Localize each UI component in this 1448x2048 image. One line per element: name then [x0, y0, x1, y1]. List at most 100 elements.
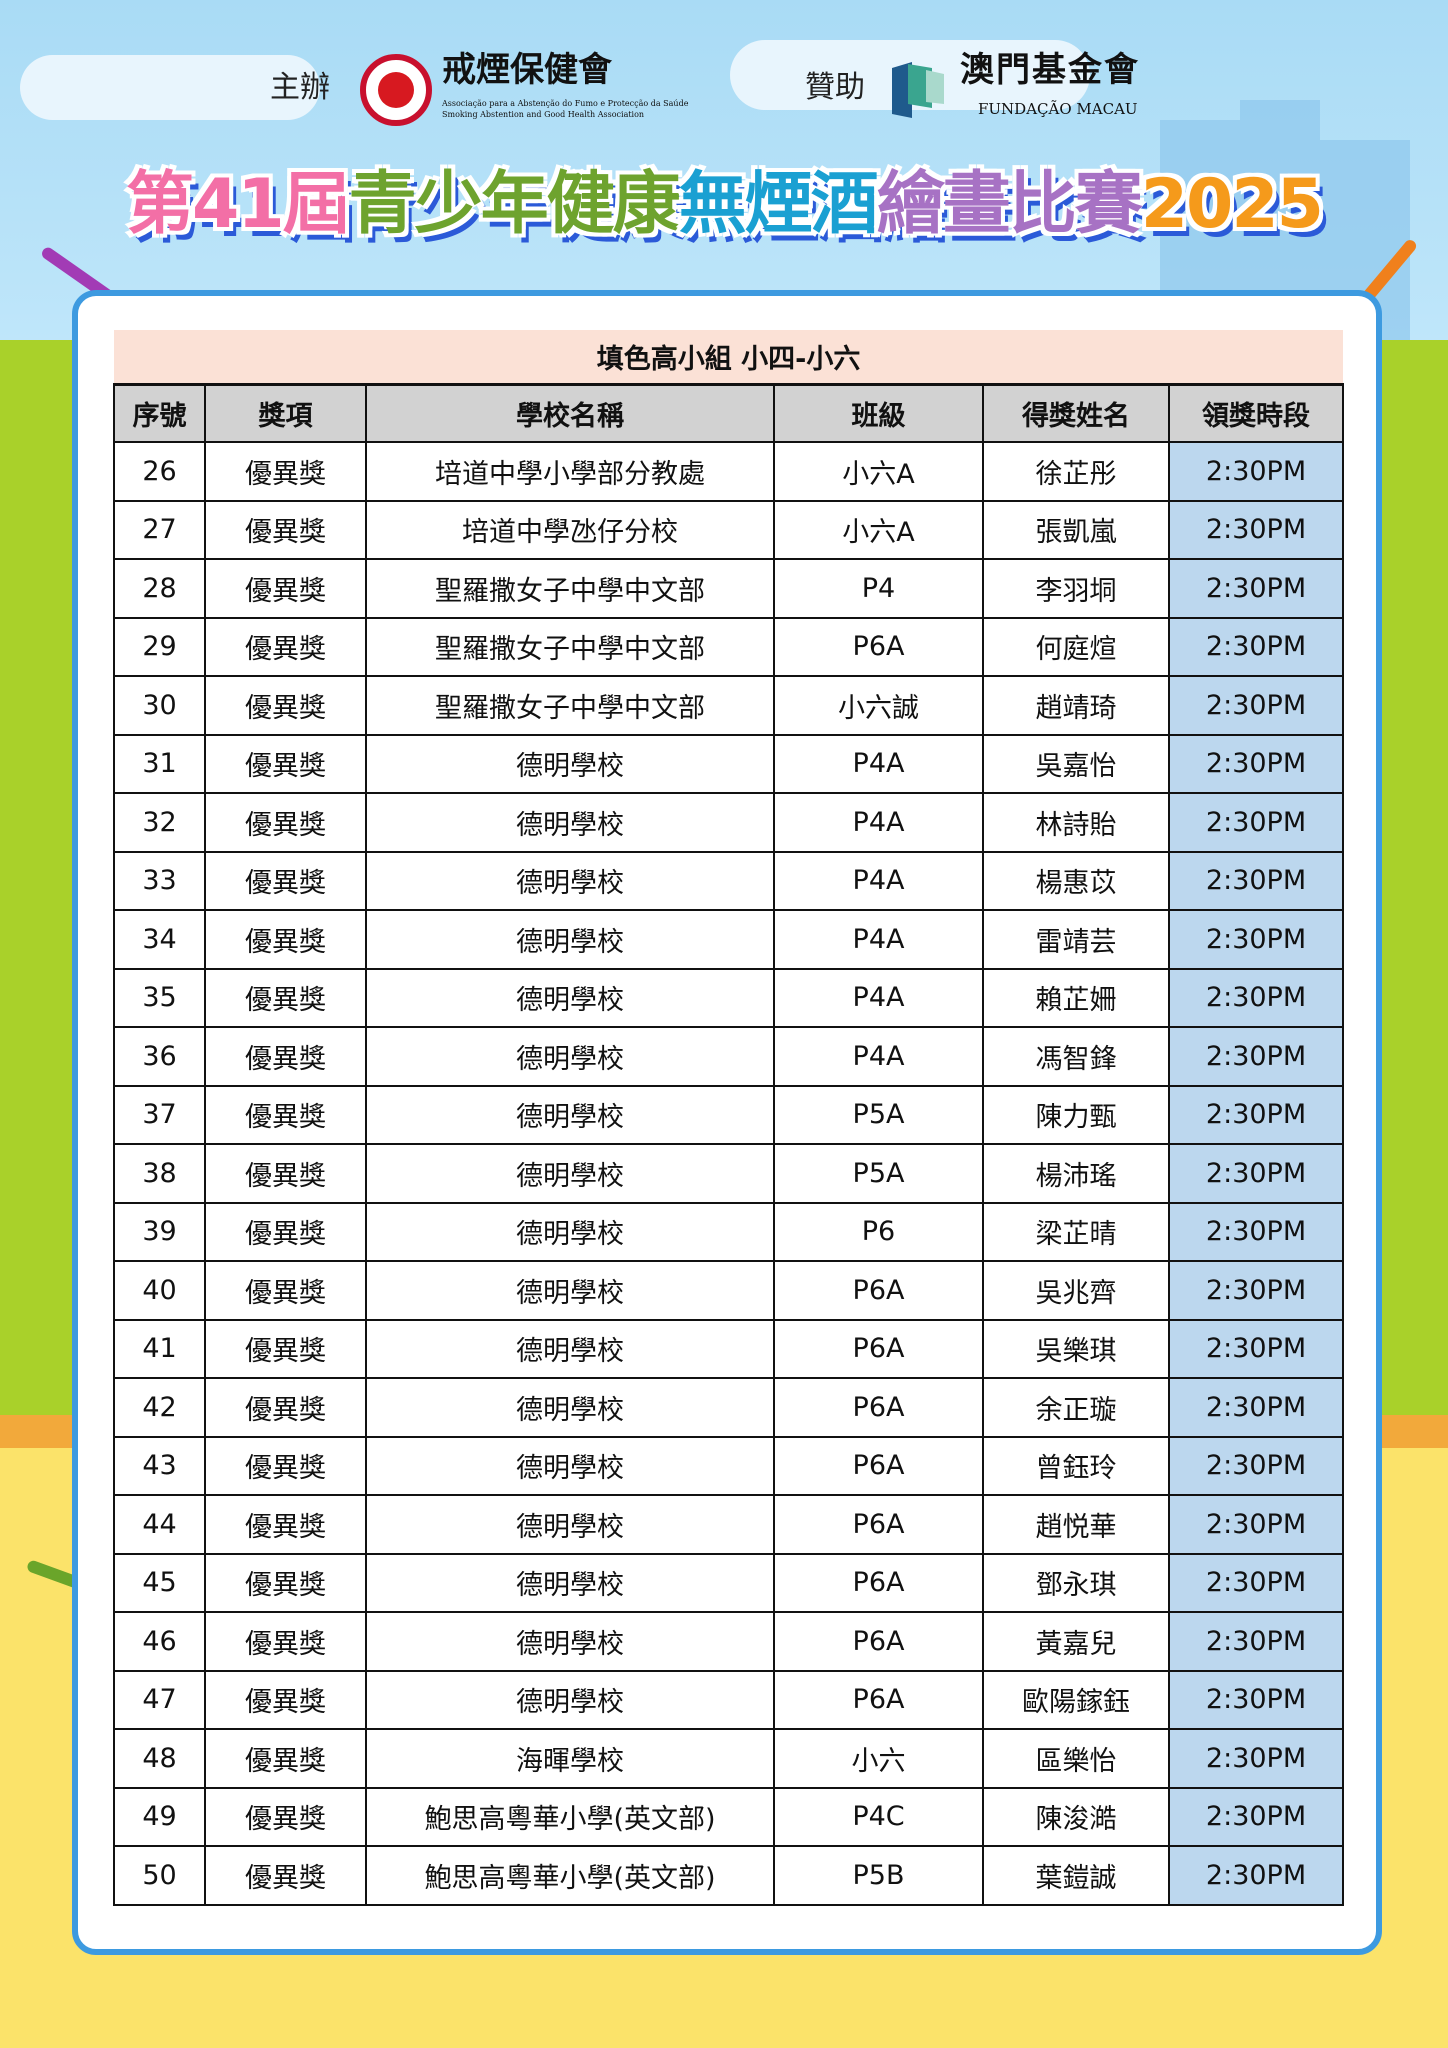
cell-class: P4	[773, 558, 984, 619]
cell-class: P4A	[773, 1026, 984, 1087]
title-part: 繪畫比賽	[876, 165, 1143, 244]
cell-pickup-time: 2:30PM	[1167, 1377, 1345, 1438]
cell-school: 聖羅撒女子中學中文部	[365, 558, 775, 619]
organizer-subtitle-en: Smoking Abstention and Good Health Assoc…	[442, 110, 645, 119]
cell-pickup-time: 2:30PM	[1167, 1845, 1345, 1906]
column-header-school: 學校名稱	[365, 383, 775, 443]
organizer-name: 戒煙保健會	[442, 50, 612, 90]
column-header-pickup-time: 領獎時段	[1167, 383, 1345, 443]
cell-class: 小六A	[773, 441, 984, 502]
cell-school: 德明學校	[365, 1084, 775, 1145]
cell-class: 小六誠	[773, 675, 984, 736]
contest-title: 第41屆青少年健康無煙酒繪畫比賽2025	[0, 160, 1448, 250]
cell-class: P6A	[773, 1377, 984, 1438]
cell-award: 優異獎	[204, 733, 367, 794]
cell-index: 46	[113, 1611, 206, 1672]
sponsor-label: 贊助	[805, 70, 865, 105]
cell-index: 29	[113, 616, 206, 677]
cell-pickup-time: 2:30PM	[1167, 1494, 1345, 1555]
table-row: 48 優異獎 海暉學校 小六 區樂怡 2:30PM	[113, 1728, 1345, 1789]
cell-class: P6A	[773, 1435, 984, 1496]
cell-class: P6A	[773, 1494, 984, 1555]
cell-index: 26	[113, 441, 206, 502]
cell-pickup-time: 2:30PM	[1167, 1552, 1345, 1613]
cell-award: 優異獎	[204, 1494, 367, 1555]
cell-class: 小六A	[773, 499, 984, 560]
table-row: 31 優異獎 德明學校 P4A 吳嘉怡 2:30PM	[113, 733, 1345, 794]
cell-school: 德明學校	[365, 1318, 775, 1379]
cell-winner-name: 趙靖琦	[982, 675, 1170, 736]
cell-award: 優異獎	[204, 1026, 367, 1087]
cell-index: 28	[113, 558, 206, 619]
cell-class: P4C	[773, 1786, 984, 1847]
cell-school: 德明學校	[365, 1435, 775, 1496]
cell-pickup-time: 2:30PM	[1167, 1611, 1345, 1672]
cell-index: 27	[113, 499, 206, 560]
cell-school: 德明學校	[365, 1026, 775, 1087]
table-row: 43 優異獎 德明學校 P6A 曾鈺玲 2:30PM	[113, 1435, 1345, 1496]
cell-school: 德明學校	[365, 1611, 775, 1672]
cell-class: P5B	[773, 1845, 984, 1906]
cell-winner-name: 曾鈺玲	[982, 1435, 1170, 1496]
column-header-index: 序號	[113, 383, 206, 443]
cell-index: 36	[113, 1026, 206, 1087]
table-row: 30 優異獎 聖羅撒女子中學中文部 小六誠 趙靖琦 2:30PM	[113, 675, 1345, 736]
cell-pickup-time: 2:30PM	[1167, 1435, 1345, 1496]
cell-class: P4A	[773, 909, 984, 970]
cell-pickup-time: 2:30PM	[1167, 733, 1345, 794]
cell-class: P6A	[773, 1260, 984, 1321]
table-row: 34 優異獎 德明學校 P4A 雷靖芸 2:30PM	[113, 909, 1345, 970]
cell-pickup-time: 2:30PM	[1167, 909, 1345, 970]
cell-school: 聖羅撒女子中學中文部	[365, 616, 775, 677]
cell-pickup-time: 2:30PM	[1167, 1728, 1345, 1789]
title-part: 青少年健康	[348, 165, 681, 244]
cell-winner-name: 吳兆齊	[982, 1260, 1170, 1321]
cell-pickup-time: 2:30PM	[1167, 558, 1345, 619]
table-row: 36 優異獎 德明學校 P4A 馮智鋒 2:30PM	[113, 1026, 1345, 1087]
table-title: 填色高小組 小四-小六	[114, 330, 1344, 386]
cell-pickup-time: 2:30PM	[1167, 792, 1345, 853]
table-row: 49 優異獎 鮑思高粵華小學(英文部) P4C 陳浚澔 2:30PM	[113, 1786, 1345, 1847]
cell-class: P4A	[773, 967, 984, 1028]
cell-award: 優異獎	[204, 1201, 367, 1262]
table-row: 35 優異獎 德明學校 P4A 賴芷姍 2:30PM	[113, 967, 1345, 1028]
cell-index: 37	[113, 1084, 206, 1145]
cell-pickup-time: 2:30PM	[1167, 1786, 1345, 1847]
cell-winner-name: 黃嘉兒	[982, 1611, 1170, 1672]
cell-index: 44	[113, 1494, 206, 1555]
cell-award: 優異獎	[204, 1845, 367, 1906]
table-row: 29 優異獎 聖羅撒女子中學中文部 P6A 何庭煊 2:30PM	[113, 616, 1345, 677]
table-header-row: 序號 獎項 學校名稱 班級 得獎姓名 領獎時段	[113, 383, 1345, 443]
cell-index: 40	[113, 1260, 206, 1321]
table-row: 45 優異獎 德明學校 P6A 鄧永琪 2:30PM	[113, 1552, 1345, 1613]
cell-winner-name: 陳浚澔	[982, 1786, 1170, 1847]
sponsor-name: 澳門基金會	[960, 50, 1140, 90]
cell-award: 優異獎	[204, 1786, 367, 1847]
cell-winner-name: 吳樂琪	[982, 1318, 1170, 1379]
cell-award: 優異獎	[204, 1260, 367, 1321]
cell-school: 德明學校	[365, 967, 775, 1028]
cell-winner-name: 林詩貽	[982, 792, 1170, 853]
cloud	[20, 55, 320, 120]
cell-pickup-time: 2:30PM	[1167, 616, 1345, 677]
cell-pickup-time: 2:30PM	[1167, 1026, 1345, 1087]
cell-school: 德明學校	[365, 733, 775, 794]
results-table: 填色高小組 小四-小六 序號 獎項 學校名稱 班級 得獎姓名 領獎時段 26 優異獎 培道中學…	[113, 330, 1345, 1906]
cell-class: P4A	[773, 733, 984, 794]
cell-award: 優異獎	[204, 792, 367, 853]
cell-index: 47	[113, 1669, 206, 1730]
table-row: 37 優異獎 德明學校 P5A 陳力甄 2:30PM	[113, 1084, 1345, 1145]
title-part: 第41屆	[126, 165, 351, 244]
cell-award: 優異獎	[204, 1435, 367, 1496]
cell-award: 優異獎	[204, 1084, 367, 1145]
cell-winner-name: 雷靖芸	[982, 909, 1170, 970]
cell-school: 鮑思高粵華小學(英文部)	[365, 1845, 775, 1906]
cell-award: 優異獎	[204, 1318, 367, 1379]
cell-winner-name: 何庭煊	[982, 616, 1170, 677]
sponsor-header: 主辦 戒煙保健會 Associação para a Abstenção do …	[0, 50, 1448, 140]
cell-class: P6A	[773, 1318, 984, 1379]
cell-pickup-time: 2:30PM	[1167, 675, 1345, 736]
table-row: 47 優異獎 德明學校 P6A 歐陽鎵鈺 2:30PM	[113, 1669, 1345, 1730]
cell-school: 德明學校	[365, 1669, 775, 1730]
table-row: 39 優異獎 德明學校 P6 梁芷晴 2:30PM	[113, 1201, 1345, 1262]
